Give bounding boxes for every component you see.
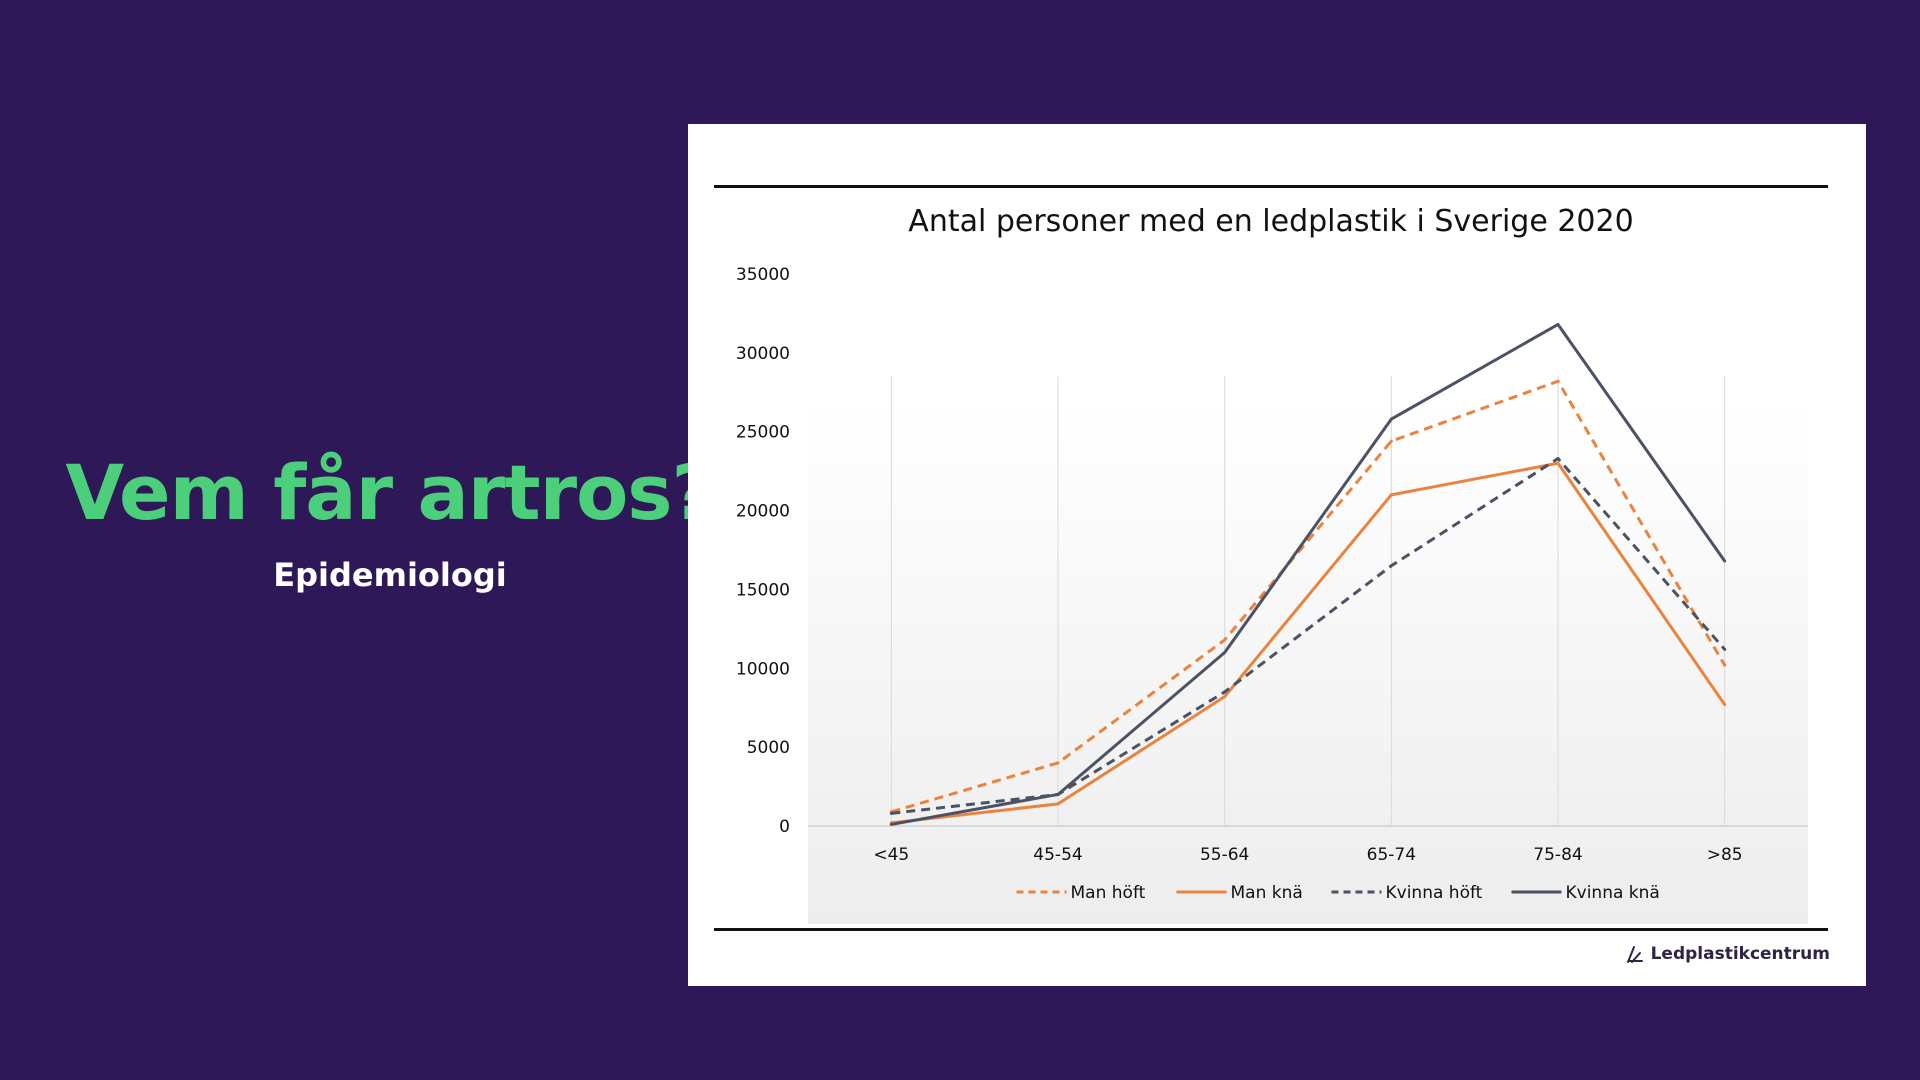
data-point (1556, 322, 1560, 326)
data-point (1723, 559, 1727, 563)
logo: Ledplastikcentrum (1625, 944, 1830, 964)
data-point (1056, 802, 1060, 806)
y-axis: 0 5000 10000 15000 20000 25000 30000 35000 (736, 265, 790, 837)
data-point (1389, 417, 1393, 421)
data-point (1223, 695, 1227, 699)
y-tick-label: 5000 (747, 738, 790, 758)
x-tick-label: <45 (873, 845, 909, 865)
bottom-divider (714, 928, 1828, 931)
data-point (1223, 638, 1227, 642)
x-tick-label: >85 (1707, 845, 1743, 865)
data-point (1556, 461, 1560, 465)
ledplastik-logo-icon (1626, 946, 1643, 963)
chart-title: Antal personer med en ledplastik i Sveri… (908, 204, 1633, 239)
x-tick-label: 55-64 (1200, 845, 1249, 865)
data-point (1723, 647, 1727, 651)
x-tick-label: 75-84 (1533, 845, 1582, 865)
data-point (1223, 690, 1227, 694)
legend: Man höft Man knä Kvinna höft Kvinna knä (1016, 883, 1660, 903)
data-point (889, 822, 893, 826)
plot-background (808, 397, 1808, 924)
line-chart: Antal personer med en ledplastik i Sveri… (736, 204, 1808, 924)
x-axis: <45 45-54 55-64 65-74 75-84 >85 (808, 825, 1808, 865)
data-point (1056, 761, 1060, 765)
legend-label-3: Kvinna knä (1566, 883, 1660, 903)
data-point (1223, 651, 1227, 655)
grid-lines (890, 376, 1726, 826)
logo-text: Ledplastikcentrum (1650, 944, 1830, 964)
data-point (1723, 663, 1727, 667)
y-tick-label: 20000 (736, 502, 790, 522)
y-tick-label: 25000 (736, 423, 790, 443)
x-tick-label: 65-74 (1367, 845, 1416, 865)
legend-label-2: Kvinna höft (1386, 883, 1483, 903)
legend-label-0: Man höft (1071, 883, 1146, 903)
data-point (1556, 457, 1560, 461)
chart-card: Antal personer med en ledplastik i Sveri… (688, 124, 1866, 986)
data-point (1389, 439, 1393, 443)
series-line-2 (891, 457, 1726, 815)
y-tick-label: 35000 (736, 265, 790, 285)
data-point (1389, 564, 1393, 568)
y-tick-label: 0 (779, 817, 790, 837)
series-line-0 (890, 379, 1726, 814)
x-tick-label: 45-54 (1033, 845, 1082, 865)
y-tick-label: 10000 (736, 659, 790, 679)
y-tick-label: 15000 (736, 580, 790, 600)
series-lines (889, 322, 1727, 826)
series-line-3 (891, 322, 1726, 826)
series-line-1 (891, 461, 1726, 825)
top-divider (714, 185, 1828, 188)
data-point (1556, 379, 1560, 383)
data-point (889, 811, 893, 815)
legend-label-1: Man knä (1231, 883, 1303, 903)
data-point (1723, 703, 1727, 707)
slide-title: Vem får artros? (65, 448, 715, 537)
slide-subtitle: Epidemiologi (273, 556, 507, 594)
data-point (1389, 493, 1393, 497)
data-point (1056, 792, 1060, 796)
y-tick-label: 30000 (736, 344, 790, 364)
